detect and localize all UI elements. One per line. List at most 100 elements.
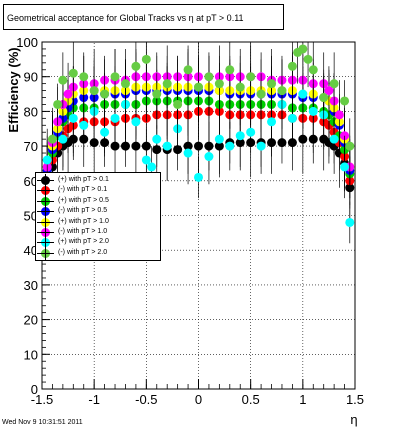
data-point (53, 99, 63, 109)
data-point (141, 155, 151, 165)
y-tick-label: 10 (24, 347, 38, 362)
series-6 (42, 69, 355, 244)
legend-marker (37, 174, 54, 187)
legend-marker (37, 205, 54, 219)
series-7 (42, 42, 355, 233)
y-tick-label: 90 (24, 70, 38, 85)
data-point (162, 79, 172, 89)
data-point (267, 117, 277, 127)
data-point (131, 117, 141, 127)
y-tick-label: 70 (24, 139, 38, 154)
data-point (152, 89, 162, 99)
data-point (194, 172, 203, 182)
legend-item: (+) with pT > 1.0 (37, 215, 158, 229)
legend-item: (+) with pT > 2.0 (37, 236, 158, 250)
data-point (120, 79, 130, 89)
data-point (267, 79, 277, 89)
data-point (308, 106, 318, 116)
legend-label: (-) with pT > 1.0 (58, 228, 108, 235)
y-tick-label: 0 (31, 382, 38, 397)
legend-label: (+) with pT > 0.1 (58, 176, 109, 183)
y-tick-label: 20 (24, 313, 38, 328)
series-group (42, 42, 355, 244)
data-point (194, 141, 203, 151)
y-tick-label: 100 (16, 35, 38, 50)
y-tick-label: 80 (24, 104, 38, 119)
legend-item: (-) with pT > 1.0 (37, 226, 158, 239)
data-point (287, 113, 297, 123)
data-point (246, 72, 256, 82)
legend-label: (+) with pT > 1.0 (58, 217, 109, 225)
data-point (79, 120, 89, 130)
data-point (329, 79, 339, 89)
data-point (131, 61, 141, 71)
legend-marker (37, 215, 54, 229)
legend-label: (+) with pT > 2.0 (58, 238, 109, 246)
data-point (68, 113, 78, 123)
x-tick-label: 1 (299, 392, 306, 407)
y-axis-label: Efficiency (%) (6, 47, 21, 132)
data-point (298, 89, 308, 99)
data-point (173, 99, 183, 109)
data-point (225, 65, 235, 75)
legend-marker (37, 226, 54, 239)
data-point (256, 89, 266, 99)
x-tick-label: 0 (195, 392, 202, 407)
legend-marker (37, 194, 54, 208)
data-point (147, 162, 157, 172)
x-tick-label: 1.5 (346, 392, 364, 407)
x-axis-label: η (350, 412, 357, 427)
data-point (204, 72, 214, 82)
data-point (298, 44, 308, 54)
data-point (246, 127, 256, 137)
x-tick-label: -1 (88, 392, 100, 407)
legend-item: (-) with pT > 2.0 (37, 246, 158, 260)
data-point (235, 82, 245, 92)
data-point (204, 152, 214, 162)
legend-item: (-) with pT > 0.5 (37, 205, 158, 219)
axes: 0 10 20 30 40 50 60 70 80 90 100 -1.5 -1 -0.5 0 0.5 1 1.5 (16, 35, 364, 407)
y-tick-label: 40 (24, 243, 38, 258)
data-point (47, 134, 57, 144)
footer-timestamp: Wed Nov 9 10:31:51 2011 (2, 419, 83, 426)
data-point (141, 54, 151, 64)
data-point (277, 86, 287, 96)
y-tick-label: 30 (24, 278, 38, 293)
legend-label: (+) with pT > 0.5 (58, 196, 109, 204)
data-point (319, 93, 329, 103)
data-point (340, 96, 350, 106)
data-point (152, 134, 162, 144)
data-point (63, 89, 73, 99)
data-point (324, 86, 334, 96)
data-point (183, 65, 193, 75)
legend-label: (-) with pT > 2.0 (58, 248, 108, 256)
data-point (58, 75, 68, 85)
legend-marker (37, 236, 54, 250)
data-point (183, 148, 193, 158)
data-point (89, 86, 99, 96)
x-tick-label: 0.5 (242, 392, 260, 407)
legend-item: (+) with pT > 0.1 (37, 174, 158, 187)
data-point (334, 110, 344, 120)
data-point (100, 89, 110, 99)
x-tick-label: -0.5 (135, 392, 157, 407)
legend-item: (+) with pT > 0.5 (37, 194, 158, 208)
data-point (110, 72, 120, 82)
data-point (303, 54, 313, 64)
legend-item: (-) with pT > 0.1 (37, 184, 158, 198)
data-point (235, 131, 245, 141)
data-point (329, 134, 339, 144)
data-point (110, 113, 120, 123)
data-point (42, 155, 52, 165)
legend-marker (37, 246, 54, 260)
data-point (256, 141, 266, 151)
data-point (287, 61, 297, 71)
data-point (225, 141, 235, 151)
data-point (340, 162, 350, 172)
data-point (68, 68, 78, 78)
legend-label: (-) with pT > 0.1 (58, 186, 108, 194)
data-point (345, 217, 355, 227)
legend-label: (-) with pT > 0.5 (58, 207, 108, 215)
y-tick-label: 50 (24, 209, 38, 224)
